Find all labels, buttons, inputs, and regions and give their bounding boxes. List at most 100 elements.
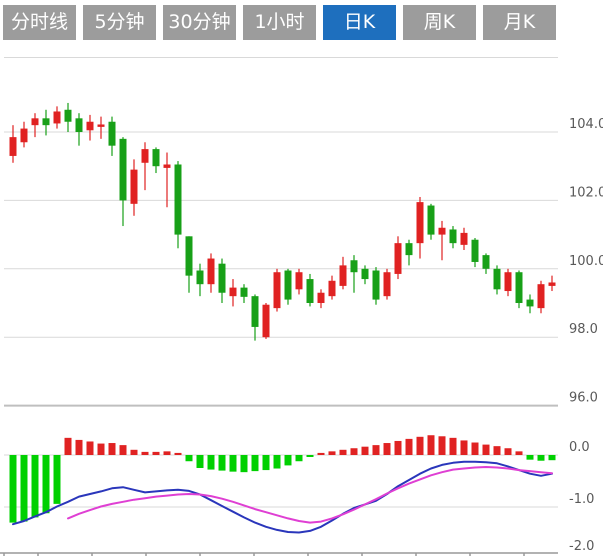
candle-body [75, 118, 83, 132]
candle [75, 113, 83, 146]
candle-body [504, 272, 512, 292]
candle [471, 238, 479, 268]
macd-histogram-bar [97, 443, 105, 455]
macd-histogram-bar [64, 437, 72, 455]
candle [317, 289, 325, 309]
candle [251, 294, 259, 341]
macd-histogram-bar [328, 451, 336, 455]
candle-body [515, 272, 523, 303]
tab-timeline[interactable]: 分时线 [3, 5, 76, 40]
candle-body [328, 280, 336, 297]
candle [9, 125, 17, 163]
candle-body [537, 284, 545, 309]
candle [262, 303, 270, 339]
candle [427, 203, 435, 240]
tab-30min[interactable]: 30分钟 [163, 5, 236, 40]
candle [504, 268, 512, 297]
candle [86, 114, 94, 141]
candle [240, 284, 248, 303]
candle-body [42, 118, 50, 126]
macd-histogram-bar [339, 449, 347, 455]
dea-line [67, 466, 553, 524]
candle [185, 236, 193, 293]
candle [449, 226, 457, 249]
price-axis-label: 98.0 [569, 322, 598, 337]
candle-body [53, 111, 61, 124]
candle-body [163, 164, 171, 168]
candle-body [427, 205, 435, 235]
macd-histogram-bar [174, 452, 182, 455]
tab-1hour[interactable]: 1小时 [243, 5, 316, 40]
candle-body [240, 287, 248, 297]
candle-body [64, 109, 72, 122]
candle [31, 113, 39, 138]
macd-histogram-bar [207, 455, 215, 470]
candle-body [460, 232, 468, 245]
candle [372, 267, 380, 305]
candle-body [394, 243, 402, 274]
candle [526, 294, 534, 314]
macd-histogram-bar [163, 451, 171, 455]
tab-daily[interactable]: 日K [323, 5, 396, 40]
price-axis-label: 100.0 [569, 254, 603, 269]
macd-histogram-bar [240, 455, 248, 473]
candle-body [438, 227, 446, 235]
candle [548, 275, 556, 292]
interval-tabbar: 分时线 5分钟 30分钟 1小时 日K 周K 月K [3, 5, 556, 40]
candle-body [97, 124, 105, 127]
macd-histogram-bar [548, 455, 556, 461]
candle [64, 102, 72, 132]
candle [196, 263, 204, 297]
candle [537, 280, 545, 314]
macd-histogram-bar [306, 455, 314, 457]
macd-histogram-bar [438, 436, 446, 455]
candle [174, 161, 182, 249]
candle [394, 236, 402, 280]
candle [306, 273, 314, 307]
macd-histogram-bar [20, 455, 28, 522]
candle-body [130, 169, 138, 204]
candle-body [196, 270, 204, 285]
tab-5min[interactable]: 5分钟 [83, 5, 156, 40]
tab-weekly[interactable]: 周K [403, 5, 476, 40]
candle-body [383, 272, 391, 297]
candle-body [350, 260, 358, 273]
candle [152, 147, 160, 174]
price-axis-label: 96.0 [569, 391, 598, 406]
candle [361, 265, 369, 285]
candle-body [152, 149, 160, 167]
candle-body [526, 299, 534, 307]
macd-histogram-bar [31, 455, 39, 518]
macd-histogram-bar [108, 443, 116, 455]
macd-histogram-bar [130, 449, 138, 455]
macd-histogram-bar [350, 448, 358, 455]
macd-histogram-bar [185, 455, 193, 462]
tab-monthly[interactable]: 月K [483, 5, 556, 40]
dif-line [12, 460, 553, 534]
macd-histogram-bar [449, 437, 457, 455]
macd-histogram-bar [218, 455, 226, 471]
macd-histogram-bar [295, 455, 303, 462]
candle-body [229, 287, 237, 297]
candle [515, 270, 523, 309]
candle-body [207, 258, 215, 285]
macd-histogram-bar [515, 451, 523, 455]
macd-histogram-bar [284, 455, 292, 466]
candle-body [262, 304, 270, 338]
macd-histogram-bar [9, 455, 17, 523]
candle-body [119, 138, 127, 201]
macd-histogram-bar [196, 455, 204, 468]
candle-body [273, 272, 281, 309]
macd-histogram-bar [394, 440, 402, 455]
macd-histogram-bar [262, 455, 270, 471]
candle-body [482, 255, 490, 269]
macd-histogram-bar [86, 441, 94, 455]
macd-histogram-bar [361, 446, 369, 455]
candle-body [306, 279, 314, 303]
candle [273, 268, 281, 312]
macd-histogram-bar [526, 455, 534, 460]
candle [108, 116, 116, 156]
macd-histogram-bar [504, 448, 512, 455]
candle-body [471, 239, 479, 262]
